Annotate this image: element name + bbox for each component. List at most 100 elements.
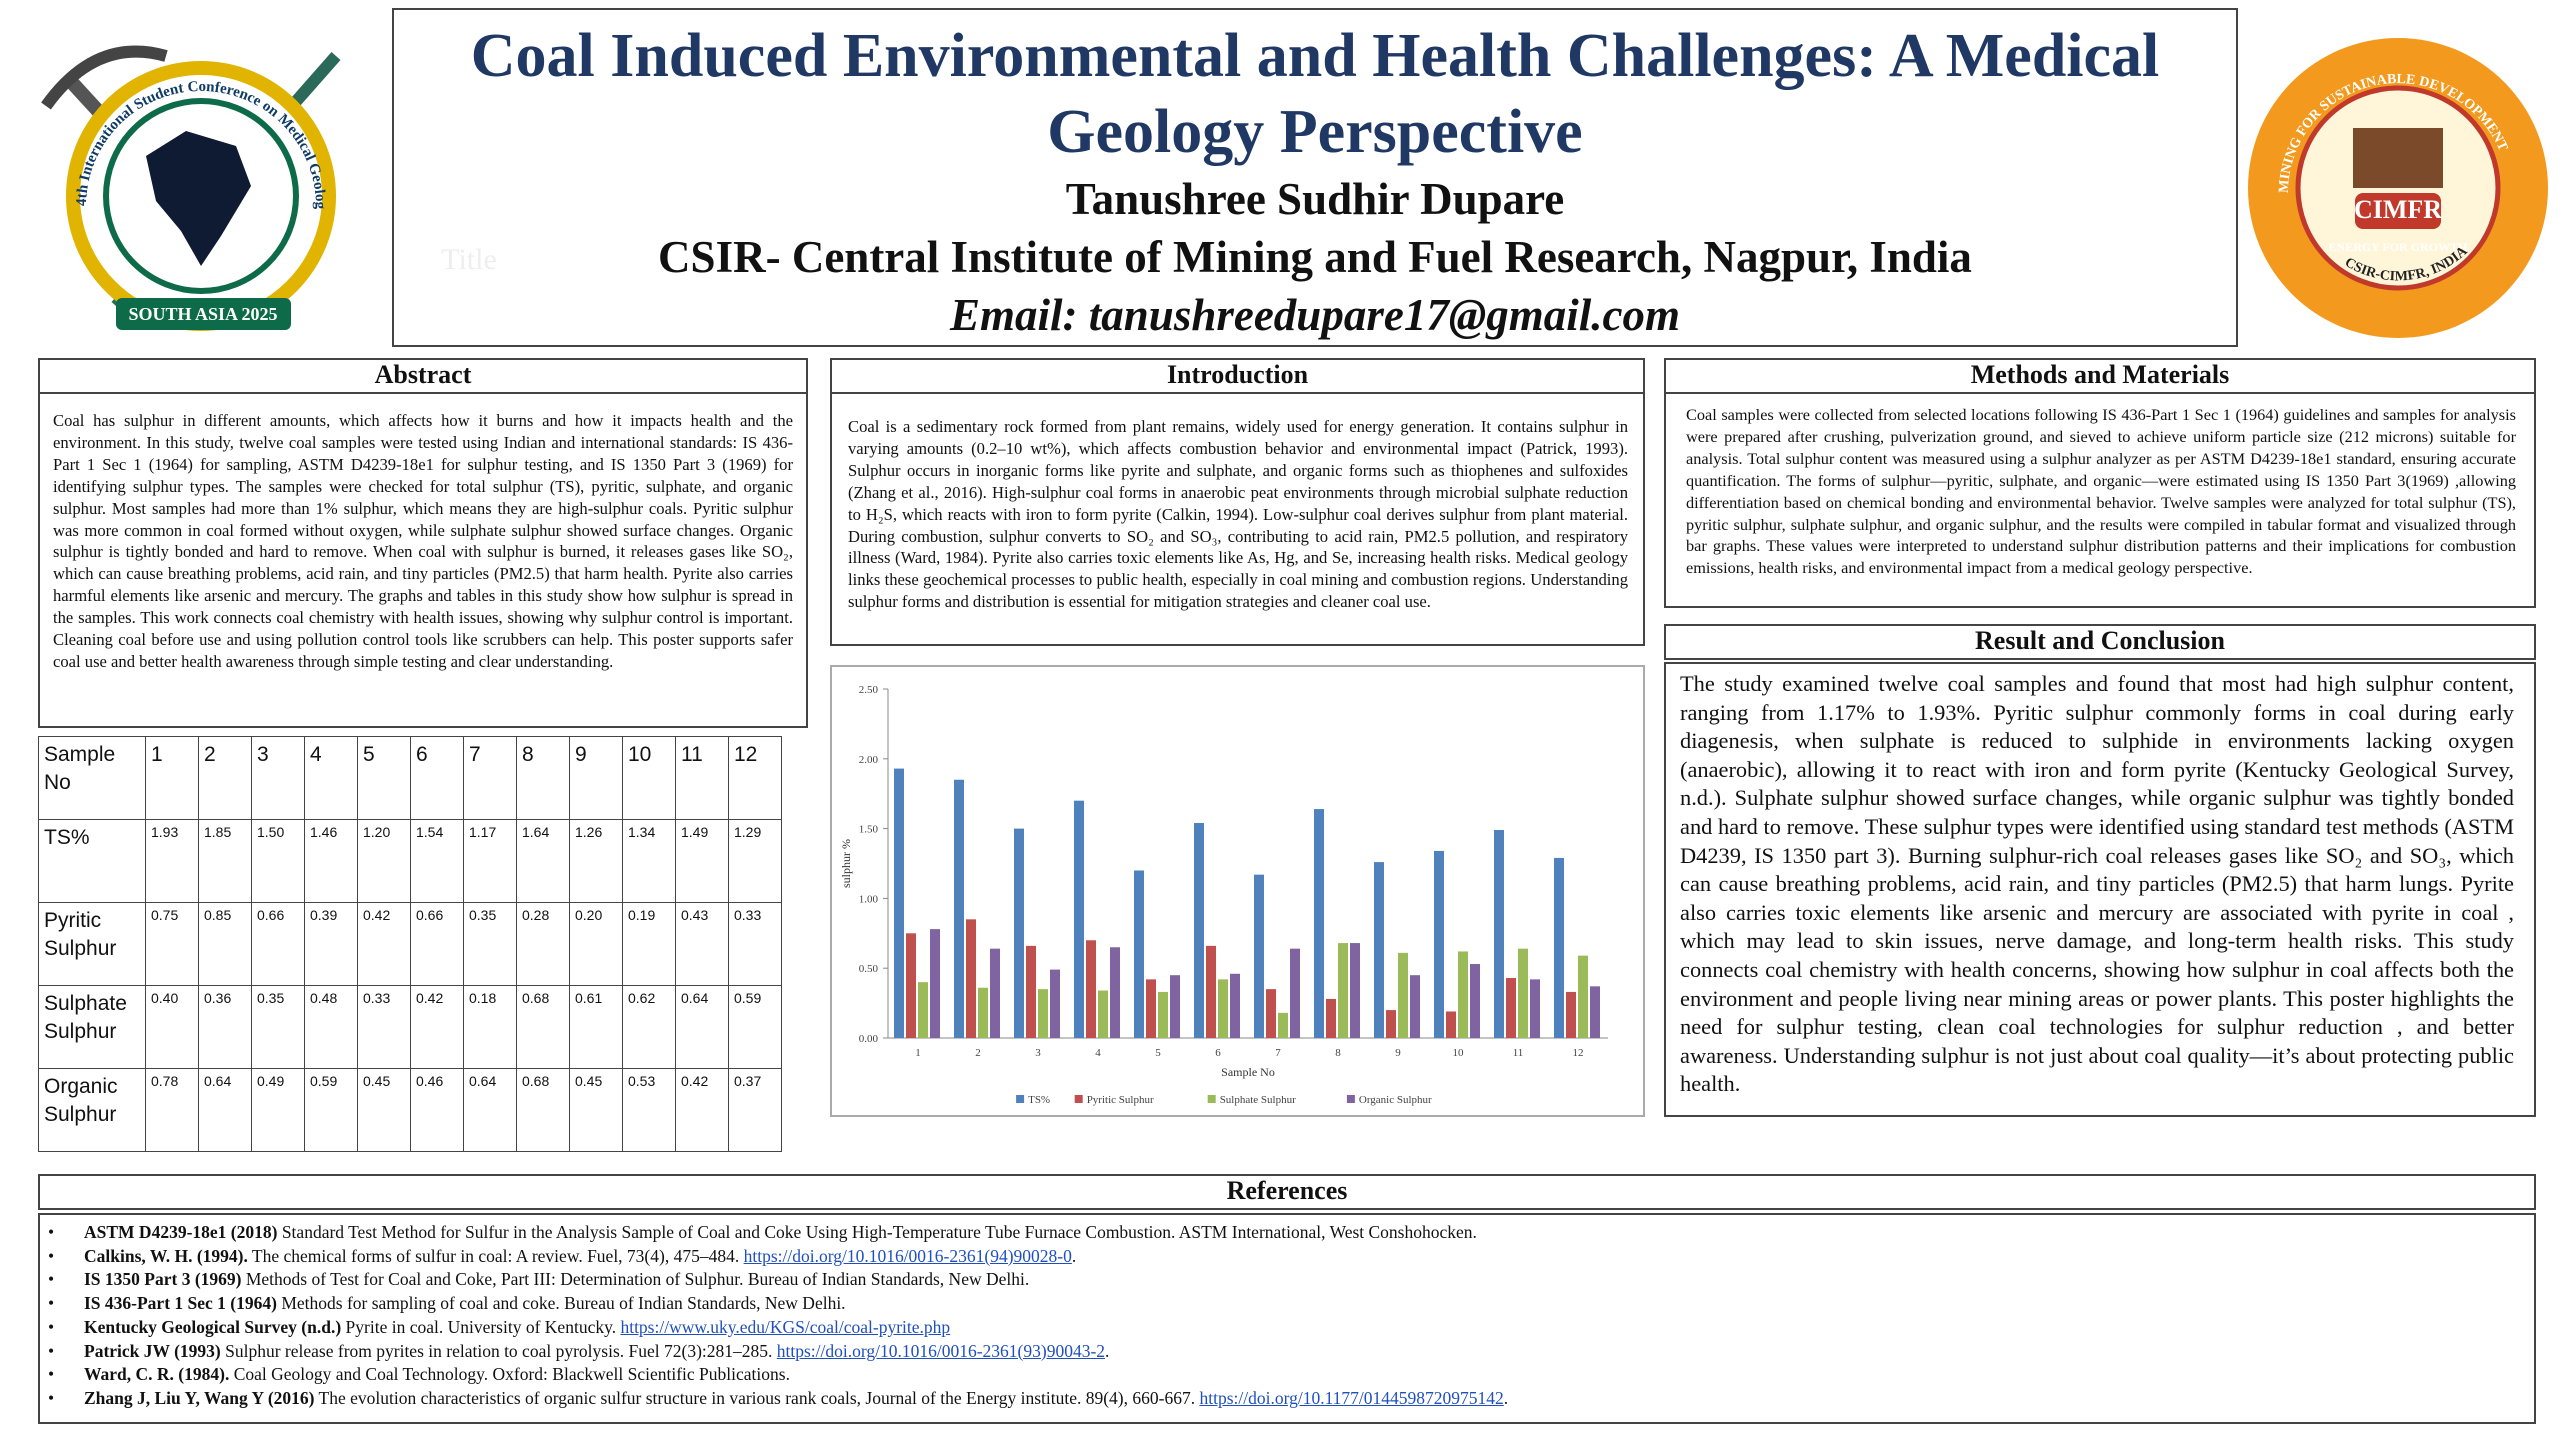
reference: Zhang J, Liu Y, Wang Y (2016) The evolut… [40,1387,2530,1411]
table-cell: 0.66 [251,902,305,986]
section-heading: Result and Conclusion [1664,624,2536,660]
reference-link[interactable]: https://doi.org/10.1177/0144598720975142 [1199,1387,1504,1408]
reference-text: The evolution characteristics of organic… [314,1387,1200,1408]
table-cell: 0.36 [198,985,252,1069]
reference-author: IS 436-Part 1 Sec 1 (1964) [84,1293,277,1314]
reference-text: . [1503,1387,1509,1408]
reference-author: Patrick JW (1993) [84,1340,221,1361]
table-cell: 1.29 [728,819,782,903]
x-tick-label: 3 [1035,1047,1041,1059]
table-cell: 0.20 [569,902,623,986]
table-cell: 1.46 [304,819,358,903]
x-tick-label: 2 [975,1047,981,1059]
table-cell: 0.66 [410,902,464,986]
reference-link[interactable]: https://doi.org/10.1016/0016-2361(94)900… [743,1245,1072,1266]
email: Email: tanushreedupare17@gmail.com [950,290,1680,340]
bar [1518,948,1528,1038]
reference-text: Coal Geology and Coal Technology. Oxford… [229,1364,790,1385]
table-cell: 0.35 [463,902,517,986]
bar [1314,809,1324,1038]
bar [1230,973,1240,1038]
reference-text: Methods for sampling of coal and coke. B… [276,1293,846,1314]
reference-author: ASTM D4239-18e1 (2018) [84,1222,278,1242]
bar [978,987,988,1038]
table-cell: 9 [569,736,623,820]
reference-list: ASTM D4239-18e1 (2018) Standard Test Met… [40,1221,2530,1421]
abstract-text: Coal has sulphur in different amounts, w… [53,411,793,671]
y-tick-label: 0.00 [859,1033,879,1045]
legend-label: TS% [1028,1094,1050,1106]
reference-text: . [1071,1245,1077,1266]
bar [1146,979,1156,1038]
bar [1590,986,1600,1038]
table-cell: 1.93 [145,819,199,903]
table-cell: 0.85 [198,902,252,986]
bar [906,933,916,1038]
introduction-text: Coal is a sedimentary rock formed from p… [848,417,1628,612]
x-tick-label: 1 [915,1047,921,1059]
reference-link[interactable]: https://doi.org/10.1016/0016-2361(93)900… [776,1340,1106,1361]
y-tick-label: 1.50 [859,824,879,836]
table-cell: 1.34 [622,819,676,903]
south-asia-map [146,131,251,266]
reference-link[interactable]: https://www.uky.edu/KGS/coal/coal-pyrite… [620,1316,951,1337]
bar [894,768,904,1038]
table-cell: 0.64 [675,985,729,1069]
table-cell: 0.48 [304,985,358,1069]
legend-label: Pyritic Sulphur [1087,1094,1154,1106]
table-cell: 4 [304,736,358,820]
table-cell: Sulphate Sulphur [38,985,146,1069]
table-cell: 0.33 [728,902,782,986]
table-cell: 0.42 [357,902,411,986]
reference-author: Calkins, W. H. (1994). [84,1245,248,1266]
table-cell: 0.42 [410,985,464,1069]
table-cell: 1.49 [675,819,729,903]
table-cell: 0.64 [463,1068,517,1152]
reference-text: Standard Test Method for Sulfur in the A… [277,1222,1477,1242]
institute-logo: CIMFR ENERGY FOR GROWTH MINING FOR SUSTA… [2248,38,2548,338]
table-cell: 6 [410,736,464,820]
bar [1026,945,1036,1038]
x-axis-label: Sample No [1221,1065,1275,1079]
institution: CSIR- Central Institute of Mining and Fu… [658,232,1972,282]
legend-swatch [1016,1095,1025,1103]
bar [1266,989,1276,1038]
x-tick-label: 11 [1513,1047,1524,1059]
table-cell: 0.62 [622,985,676,1069]
bar [954,779,964,1038]
table-cell: 0.28 [516,902,570,986]
bar [1014,828,1024,1038]
logo-building [2353,128,2443,188]
chart-box: 0.00 0.50 1.00 1.50 2.00 2.50 1 2 3 4 5 6 7 8 9 10 11 12 S… [830,665,1645,1117]
bar [1218,979,1228,1038]
table-cell: 0.35 [251,985,305,1069]
legend-swatch [1207,1095,1216,1103]
section-box [1664,662,2536,1117]
reference: Calkins, W. H. (1994). The chemical form… [40,1245,2530,1269]
section-box [38,392,808,728]
y-tick-label: 1.00 [859,893,879,905]
bar [1338,943,1348,1038]
bar [1158,991,1168,1038]
table-cell: 0.78 [145,1068,199,1152]
bar [1578,955,1588,1038]
table-cell: 1.64 [516,819,570,903]
legend-label: Organic Sulphur [1359,1094,1432,1106]
table-cell: 8 [516,736,570,820]
bar [1134,870,1144,1038]
y-tick-label: 2.50 [859,684,879,696]
legend-swatch [1074,1095,1083,1103]
conference-logo: 4th International Student Conference on … [36,36,341,331]
y-tick-label: 0.50 [859,963,879,975]
bar [1458,951,1468,1038]
bar [966,919,976,1038]
results-text: The study examined twelve coal samples a… [1680,671,2514,1097]
reference: Patrick JW (1993) Sulphur release from p… [40,1340,2530,1364]
bar [1074,800,1084,1038]
reference-author: Kentucky Geological Survey (n.d.) [84,1316,342,1337]
table-cell: 0.49 [251,1068,305,1152]
table-cell: 0.59 [728,985,782,1069]
bar [1326,998,1336,1038]
poster-title: Coal Induced Environmental and Health Ch… [470,22,2160,166]
